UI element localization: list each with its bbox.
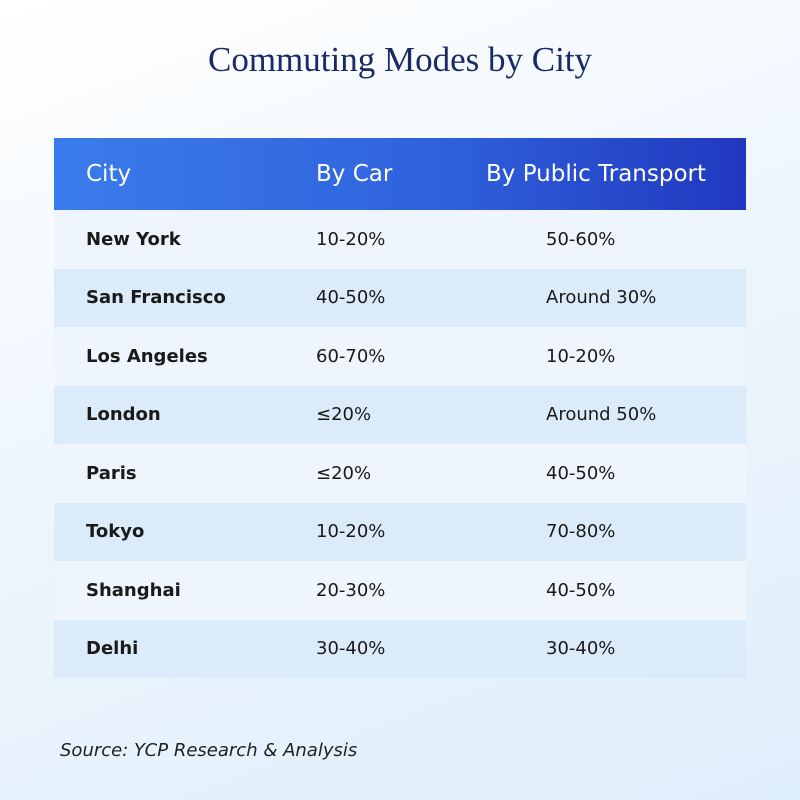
table-cell: Paris [86,462,137,484]
header-cell: By Public Transport [486,161,707,187]
title: Commuting Modes by City [207,40,593,79]
table-cell: 30-40% [316,638,386,660]
table-cell: Tokyo [86,521,145,543]
table-row: Tokyo 10-20% 70-80% [54,502,746,561]
table-cell: ≤20% [316,404,372,426]
table-cell: Around 30% [546,287,657,309]
table-cell: 30-40% [546,638,616,660]
table-cell: 70-80% [546,521,616,543]
table-cell: 50-60% [546,228,616,250]
table-cell: 40-50% [316,287,386,309]
table-cell: ≤20% [316,462,372,484]
table-row: London ≤20% Around 50% [54,385,746,444]
source: Source: YCP Research & Analysis [60,740,358,761]
table-cell: 10-20% [546,345,616,367]
table-cell: Around 50% [546,404,657,426]
table-cell: San Francisco [86,287,226,309]
table-cell: New York [86,228,181,250]
table: City By Car By Public Transport New York 10-… [54,138,746,678]
table-cell: Delhi [86,638,139,660]
table-cell: 10-20% [316,521,386,543]
table-row: Shanghai 20-30% 40-50% [54,561,746,620]
table-row: New York 10-20% 50-60% [54,210,746,269]
table-row: Delhi 30-40% 30-40% [54,619,746,678]
table-cell: 40-50% [546,579,616,601]
table-cell: Shanghai [86,579,181,601]
table-cell: 20-30% [316,579,386,601]
table-cell: 40-50% [546,462,616,484]
header-cell: City [86,161,132,187]
table-row: San Francisco 40-50% Around 30% [54,268,746,327]
table-cell: 10-20% [316,228,386,250]
table-header: City By Car By Public Transport [54,138,746,210]
header-cell: By Car [316,161,393,187]
table-row: Paris ≤20% 40-50% [54,444,746,503]
table-cell: 60-70% [316,345,386,367]
table-cell: Los Angeles [86,345,208,367]
table-row: Los Angeles 60-70% 10-20% [54,327,746,386]
table-cell: London [86,404,161,426]
